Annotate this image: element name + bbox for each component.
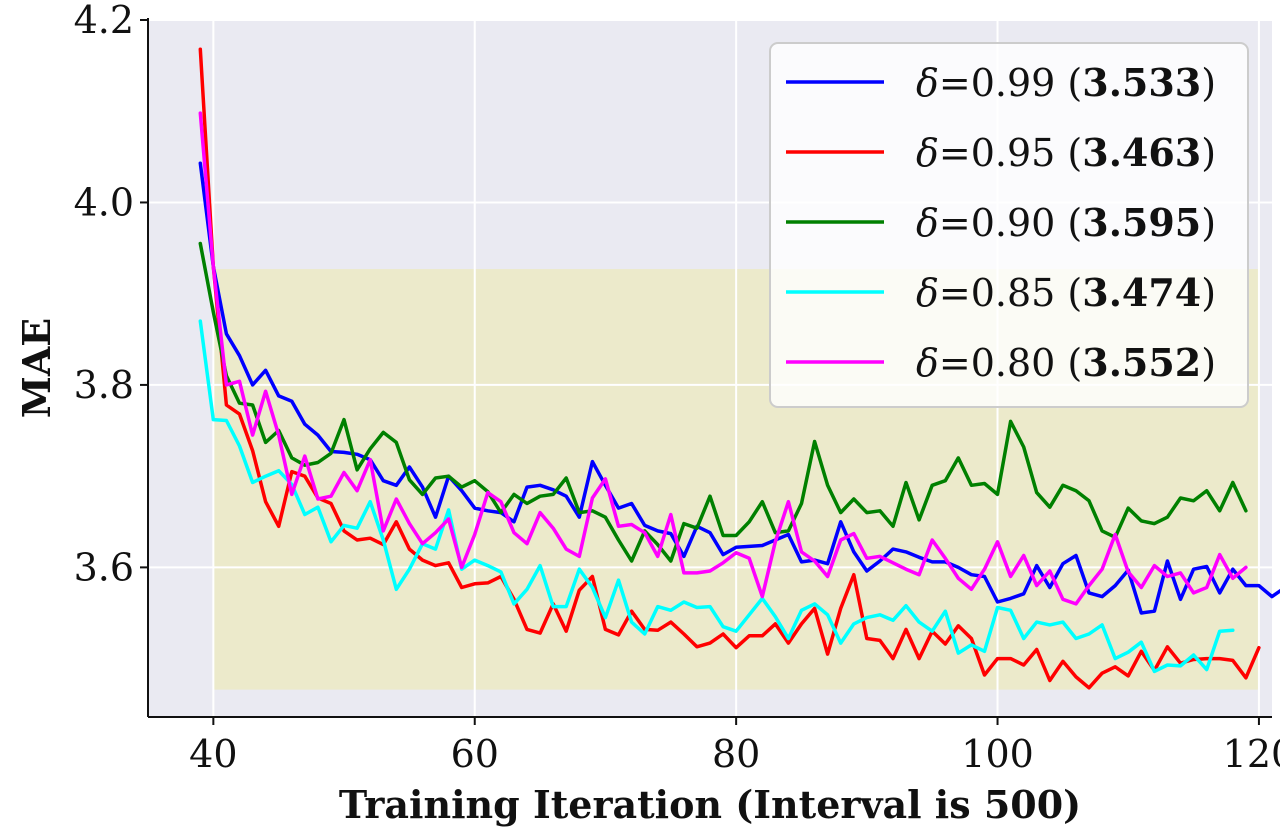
series-line-1 (198, 47, 1261, 690)
legend-label: δ=0.80 (3.552) (916, 340, 1216, 385)
legend: δ=0.99 (3.533) δ=0.95 (3.463) δ=0.90 (3.59… (769, 42, 1249, 408)
series-line-2 (198, 241, 1248, 563)
y-tick-label: 3.8 (74, 363, 134, 407)
legend-label: δ=0.90 (3.595) (916, 200, 1216, 245)
legend-box (769, 42, 1249, 408)
x-tick-label: 60 (451, 732, 499, 776)
legend-label: δ=0.99 (3.533) (916, 60, 1216, 105)
series-line-0 (198, 161, 1280, 615)
series-line-4 (198, 111, 1248, 606)
legend-label: δ=0.85 (3.474) (916, 270, 1216, 315)
series-layer (198, 47, 1280, 690)
series-line-3 (198, 319, 1235, 674)
y-tick-label: 3.6 (74, 545, 134, 589)
y-axis-title: MAE (14, 318, 59, 419)
axis-ticks: 40 60 80 100 120 3.6 3.8 4.0 4.2 (74, 0, 1280, 776)
x-tick-label: 80 (712, 732, 760, 776)
legend-label: δ=0.95 (3.463) (916, 130, 1216, 175)
y-tick-label: 4.0 (74, 180, 134, 224)
x-tick-label: 40 (189, 732, 237, 776)
x-axis-title: Training Iteration (Interval is 500) (339, 782, 1081, 827)
x-tick-label: 100 (961, 732, 1034, 776)
y-tick-label: 4.2 (74, 0, 134, 42)
x-tick-label: 120 (1223, 732, 1280, 776)
